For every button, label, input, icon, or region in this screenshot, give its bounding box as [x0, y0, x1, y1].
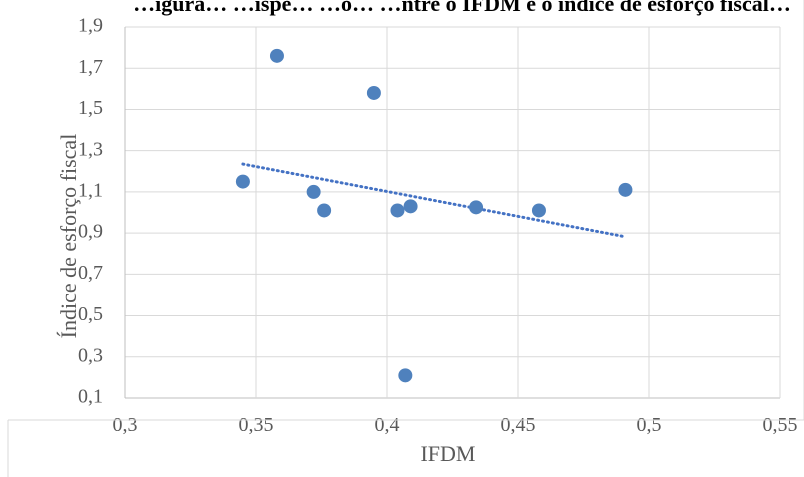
y-tick-label: 0,9 — [78, 221, 103, 243]
y-tick-label: 1,7 — [78, 56, 103, 78]
chart-title: …igura… …ispe… …o… …ntre o IFDM e o índi… — [133, 0, 791, 16]
x-axis-title: IFDM — [420, 441, 475, 466]
trendline-group — [241, 162, 627, 239]
gridlines — [124, 26, 781, 399]
y-tick-label: 1,1 — [78, 179, 103, 201]
y-tick-label: 0,1 — [78, 386, 103, 408]
y-tick-label: 1,9 — [78, 15, 103, 37]
data-point — [398, 368, 413, 383]
y-tick-label: 0,3 — [78, 344, 103, 366]
x-tick-label: 0,4 — [375, 414, 400, 436]
x-tick-label: 0,55 — [763, 414, 798, 436]
data-points — [235, 48, 633, 383]
y-tick-label: 0,7 — [78, 262, 103, 284]
y-axis-title: Índice de esforço fiscal — [56, 134, 81, 339]
data-point — [366, 85, 381, 100]
data-point — [235, 174, 250, 189]
data-point — [531, 203, 546, 218]
data-point — [469, 200, 484, 215]
data-point — [269, 48, 284, 63]
y-tick-label: 1,5 — [78, 97, 103, 119]
x-tick-label: 0,45 — [501, 414, 536, 436]
data-point — [618, 182, 633, 197]
x-tick-label: 0,35 — [239, 414, 274, 436]
trendline — [241, 162, 627, 239]
data-point — [403, 199, 418, 214]
x-tick-label: 0,3 — [113, 414, 138, 436]
data-point — [390, 203, 405, 218]
y-tick-label: 0,5 — [78, 303, 103, 325]
data-point — [306, 184, 321, 199]
x-tick-label: 0,5 — [637, 414, 662, 436]
data-point — [317, 203, 332, 218]
y-tick-label: 1,3 — [78, 138, 103, 160]
y-axis-ticks: 0,1 0,3 0,5 0,7 0,9 1,1 1,3 1,5 1,7 1,9 — [78, 15, 103, 408]
